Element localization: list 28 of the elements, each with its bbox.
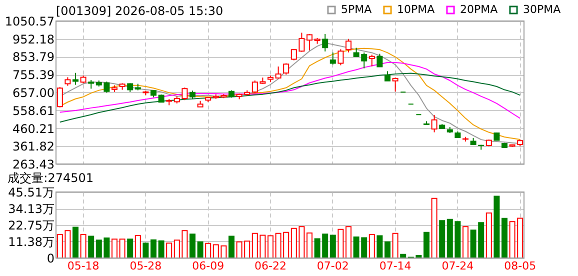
y-tick-label: 22.75万 bbox=[8, 218, 54, 233]
y-tick-label: 755.39 bbox=[12, 68, 54, 82]
legend-label: 20PMA bbox=[460, 2, 498, 16]
x-tick-label: 05-28 bbox=[130, 260, 162, 272]
y-tick-label: 0 bbox=[46, 252, 54, 266]
y-tick-label: 1050.57 bbox=[4, 14, 54, 28]
y-tick-label: 558.61 bbox=[12, 104, 54, 118]
legend-label: 5PMA bbox=[341, 2, 372, 16]
x-tick-label: 07-02 bbox=[316, 260, 349, 272]
y-tick-label: 263.43 bbox=[12, 158, 54, 172]
x-tick-label: 07-14 bbox=[379, 260, 412, 272]
y-tick-label: 34.13万 bbox=[8, 202, 54, 216]
y-tick-label: 952.18 bbox=[12, 32, 54, 46]
y-tick-label: 361.82 bbox=[12, 140, 54, 154]
chart-title: 成交量:274501 bbox=[8, 171, 94, 185]
chart-title: [001309] 2026-08-05 15:30 bbox=[56, 4, 224, 18]
x-tick-label: 06-22 bbox=[254, 260, 286, 272]
x-tick-label: 06-09 bbox=[192, 260, 224, 272]
y-tick-label: 45.51万 bbox=[8, 186, 54, 200]
x-tick-label: 08-05 bbox=[504, 260, 536, 272]
legend-label: 10PMA bbox=[397, 2, 436, 16]
x-tick-label: 07-24 bbox=[442, 260, 474, 272]
y-tick-label: 460.21 bbox=[12, 122, 54, 136]
legend-label: 30PMA bbox=[523, 2, 562, 16]
x-tick-label: 05-18 bbox=[67, 260, 100, 272]
y-tick-label: 657.00 bbox=[12, 86, 54, 100]
y-tick-label: 11.38万 bbox=[8, 234, 54, 249]
y-tick-label: 853.79 bbox=[12, 50, 54, 64]
